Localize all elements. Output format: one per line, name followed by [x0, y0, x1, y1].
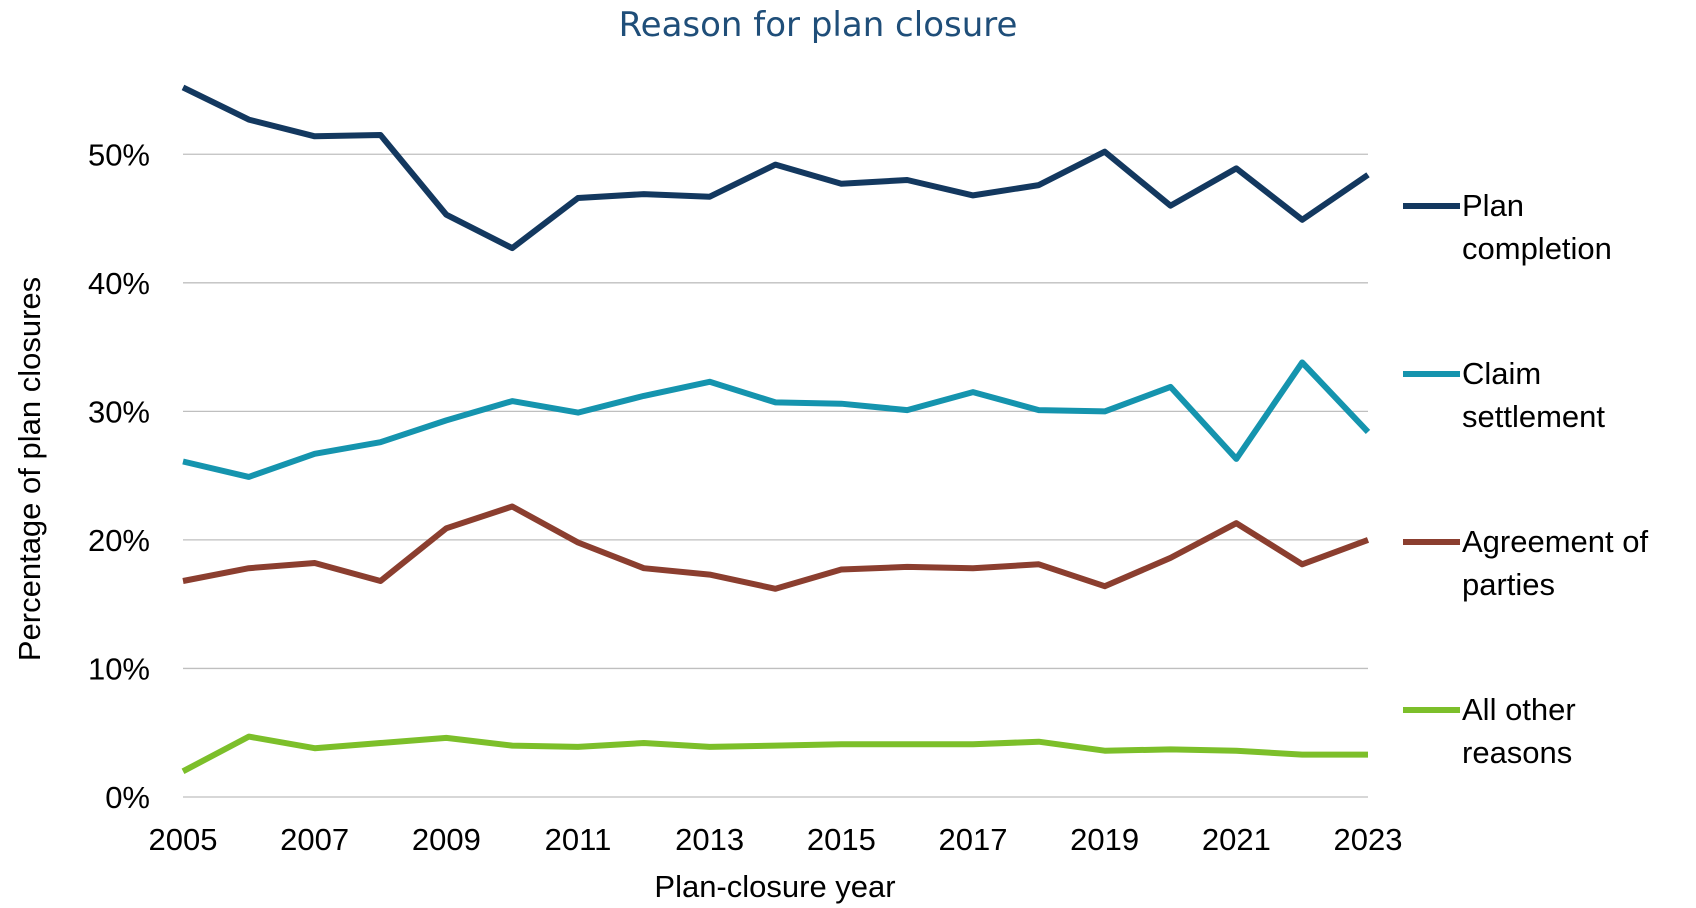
x-tick-label: 2015: [807, 822, 876, 857]
legend-entry: Plan completion: [1403, 188, 1612, 266]
legend-label: parties: [1462, 567, 1555, 602]
x-tick-label: 2009: [412, 822, 481, 857]
y-tick-label: 40%: [88, 266, 150, 301]
legend-label: All other: [1462, 692, 1576, 727]
gridlines: [183, 153, 1368, 670]
series-line-claim-settlement: [182, 359, 1371, 480]
x-tick-label: 2023: [1334, 822, 1403, 857]
y-axis-label: Percentage of plan closures: [12, 277, 47, 661]
legend-label: settlement: [1462, 399, 1605, 434]
x-tick-label: 2005: [149, 822, 218, 857]
chart-title: Reason for plan closure: [619, 5, 1018, 45]
x-tick-label: 2021: [1202, 822, 1271, 857]
series-line-plan-completion: [181, 84, 1370, 252]
x-tick-label: 2007: [280, 822, 349, 857]
x-tick-label: 2017: [939, 822, 1008, 857]
x-tick-label: 2013: [675, 822, 744, 857]
y-tick-label: 50%: [88, 137, 150, 172]
series-line-agreement-of-parties: [182, 503, 1370, 592]
axes: 0% 10% 20% 30% 40% 50% 2005 2007 2009 2011 2013 201…: [88, 137, 1403, 857]
legend-label: Plan: [1462, 188, 1524, 223]
y-tick-label: 0%: [105, 780, 150, 815]
legend: Plan completion Claim settlement Agreement o…: [1403, 188, 1648, 770]
legend-label: reasons: [1462, 735, 1572, 770]
legend-label: completion: [1462, 231, 1612, 266]
y-tick-label: 10%: [88, 651, 150, 686]
y-tick-label: 20%: [88, 523, 150, 558]
legend-label: Agreement of: [1462, 524, 1648, 559]
x-tick-label: 2019: [1070, 822, 1139, 857]
x-tick-label: 2011: [545, 822, 612, 857]
series-lines: [181, 84, 1371, 774]
legend-label: Claim: [1462, 356, 1541, 391]
legend-entry: All other reasons: [1403, 692, 1576, 770]
y-tick-label: 30%: [88, 394, 150, 429]
legend-entry: Claim settlement: [1403, 356, 1605, 434]
series-line-all-other-reasons: [181, 733, 1368, 774]
x-axis-label: Plan-closure year: [654, 869, 895, 904]
legend-entry: Agreement of parties: [1403, 524, 1648, 602]
